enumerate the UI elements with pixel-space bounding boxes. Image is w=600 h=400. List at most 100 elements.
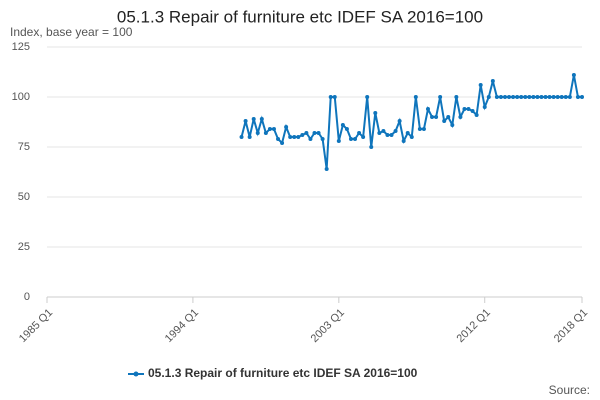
point xyxy=(401,139,406,143)
point xyxy=(417,127,422,131)
series-line xyxy=(240,74,582,170)
point xyxy=(340,123,345,127)
point xyxy=(446,115,451,119)
point xyxy=(527,95,532,99)
point xyxy=(567,95,572,99)
point xyxy=(466,107,471,111)
point xyxy=(239,135,244,139)
point xyxy=(312,131,317,135)
point xyxy=(559,95,564,99)
point xyxy=(259,117,264,121)
point xyxy=(519,95,524,99)
y-axis-label: Index, base year = 100 xyxy=(10,25,133,39)
point xyxy=(377,131,382,135)
point xyxy=(430,115,435,119)
point xyxy=(413,95,418,99)
point xyxy=(263,131,268,135)
point xyxy=(284,125,289,129)
point xyxy=(434,115,439,119)
point xyxy=(474,113,479,117)
point xyxy=(361,135,366,139)
point xyxy=(531,95,536,99)
chart-title: 05.1.3 Repair of furniture etc IDEF SA 2… xyxy=(117,7,483,26)
point xyxy=(454,95,459,99)
point xyxy=(571,73,576,77)
point xyxy=(535,95,540,99)
x-tick-label: 1985 Q1 xyxy=(17,307,55,345)
point xyxy=(267,127,272,131)
point xyxy=(555,95,560,99)
point xyxy=(255,131,260,135)
point xyxy=(575,95,580,99)
point xyxy=(292,135,297,139)
point xyxy=(425,107,430,111)
point xyxy=(458,115,463,119)
point xyxy=(405,131,410,135)
point xyxy=(324,167,329,171)
point xyxy=(515,95,520,99)
point xyxy=(328,95,333,99)
point xyxy=(336,139,341,143)
point xyxy=(486,95,491,99)
point xyxy=(251,117,256,121)
point xyxy=(498,95,503,99)
y-tick-label: 100 xyxy=(12,91,30,103)
x-tick-label: 2018 Q1 xyxy=(552,307,590,345)
point xyxy=(320,137,325,141)
point xyxy=(276,137,281,141)
point xyxy=(243,119,248,123)
y-tick-label: 25 xyxy=(18,241,30,253)
point xyxy=(543,95,548,99)
point xyxy=(482,105,487,109)
point xyxy=(511,95,516,99)
point xyxy=(353,137,358,141)
point xyxy=(288,135,293,139)
point xyxy=(385,133,390,137)
point xyxy=(304,131,309,135)
point xyxy=(316,131,321,135)
y-tick-label: 0 xyxy=(24,291,30,303)
x-tick-label: 1994 Q1 xyxy=(163,307,201,345)
point xyxy=(507,95,512,99)
point xyxy=(280,141,285,145)
x-tick-label: 2012 Q1 xyxy=(455,307,493,345)
point xyxy=(393,129,398,133)
source: Source: xyxy=(549,383,590,397)
point xyxy=(478,83,483,87)
y-tick-label: 125 xyxy=(12,41,30,53)
point xyxy=(551,95,556,99)
point xyxy=(344,127,349,131)
point xyxy=(247,135,252,139)
point xyxy=(369,145,374,149)
point xyxy=(490,79,495,83)
point xyxy=(539,95,544,99)
point xyxy=(381,129,386,133)
point xyxy=(357,131,362,135)
point xyxy=(332,95,337,99)
point xyxy=(450,123,455,127)
point xyxy=(563,95,568,99)
point xyxy=(308,137,313,141)
point xyxy=(389,133,394,137)
point xyxy=(409,135,414,139)
point xyxy=(470,109,475,113)
point xyxy=(523,95,528,99)
y-tick-label: 50 xyxy=(18,191,30,203)
point xyxy=(365,95,370,99)
legend-label: 05.1.3 Repair of furniture etc IDEF SA 2… xyxy=(148,366,418,380)
point xyxy=(547,95,552,99)
point xyxy=(296,135,301,139)
point xyxy=(442,119,447,123)
point xyxy=(494,95,499,99)
point xyxy=(348,137,353,141)
point xyxy=(580,95,584,99)
point xyxy=(462,107,467,111)
point xyxy=(271,127,276,131)
legend-marker xyxy=(133,371,139,377)
point xyxy=(300,133,305,137)
point xyxy=(373,111,378,115)
x-tick-label: 2003 Q1 xyxy=(309,307,347,345)
y-tick-label: 75 xyxy=(18,141,30,153)
